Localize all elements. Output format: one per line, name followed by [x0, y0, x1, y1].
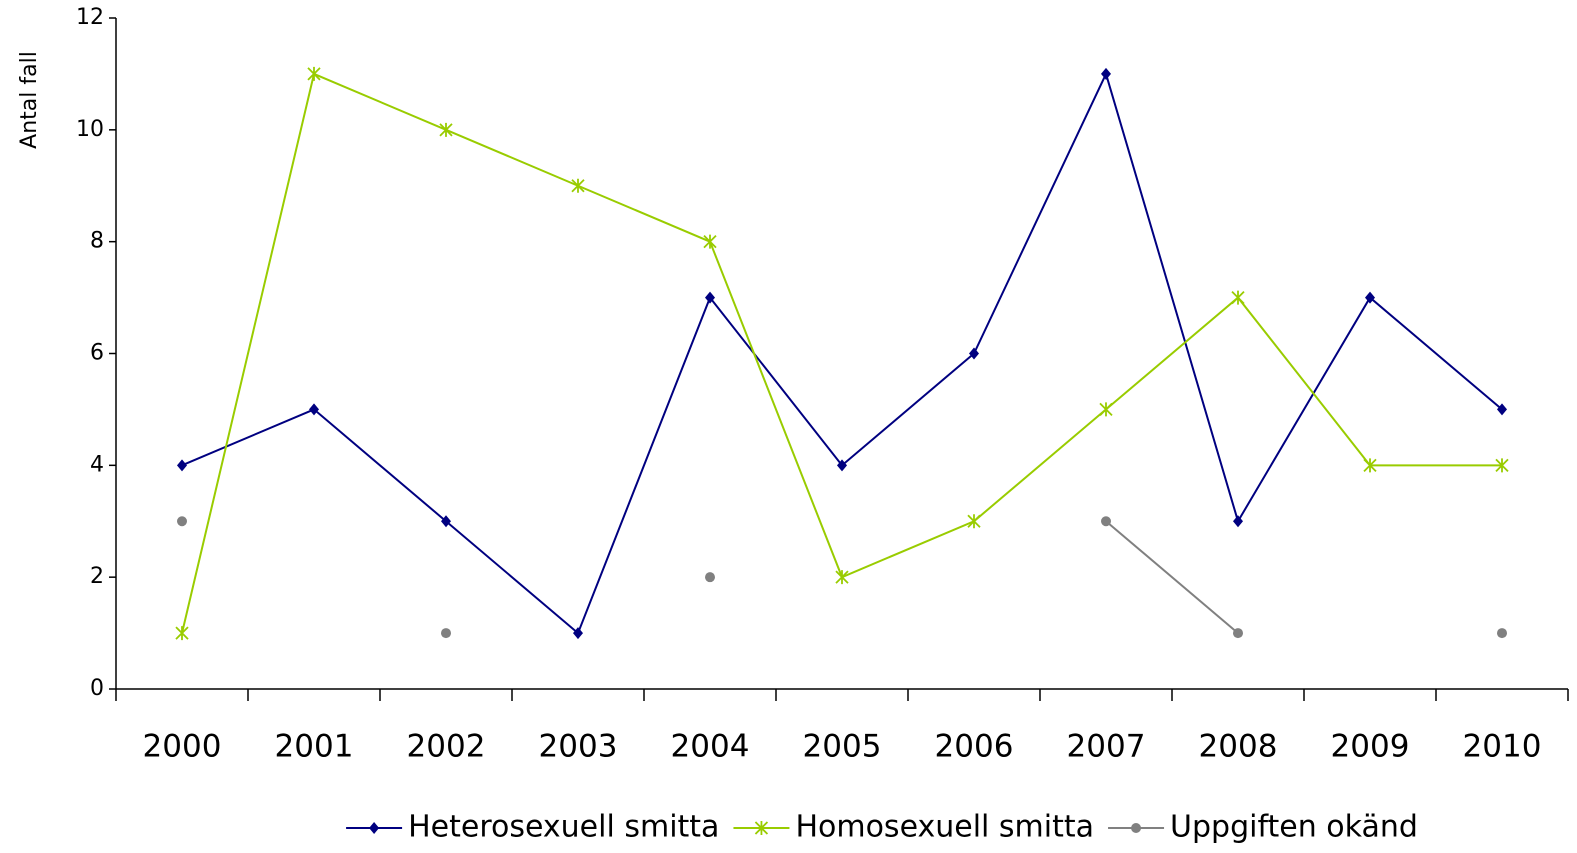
- y-tick-label: 8: [90, 229, 104, 254]
- x-tick-label: 2005: [803, 729, 882, 765]
- marker: [835, 570, 849, 585]
- series-line: [181, 72, 1502, 634]
- marker: [177, 516, 187, 527]
- marker: [1131, 823, 1142, 833]
- marker: [837, 459, 847, 472]
- x-tick-label: 2007: [1067, 729, 1146, 765]
- marker: [705, 572, 715, 583]
- marker: [571, 178, 585, 193]
- marker: [1099, 402, 1113, 417]
- legend: Heterosexuell smitta Homosexuell smitta Up…: [346, 810, 1418, 845]
- marker: [1233, 515, 1243, 528]
- marker: [703, 234, 717, 249]
- marker: [441, 515, 451, 528]
- y-tick-label: 2: [90, 564, 104, 589]
- marker: [1101, 67, 1111, 80]
- x-tick-label: 2001: [275, 729, 354, 765]
- x-tick-label: 2004: [671, 729, 750, 765]
- marker: [754, 821, 769, 835]
- x-tick-label: 2008: [1199, 729, 1278, 765]
- marker: [705, 291, 715, 304]
- series: [177, 67, 1507, 640]
- marker: [967, 514, 981, 529]
- y-tick-label: 0: [90, 676, 104, 701]
- y-axis-label: Antal fall: [17, 51, 42, 149]
- x-tick-label: 2003: [539, 729, 618, 765]
- marker: [1363, 458, 1377, 473]
- y-tick-label: 12: [76, 5, 104, 30]
- marker: [1365, 291, 1375, 304]
- legend-label: Heterosexuell smitta: [408, 810, 719, 845]
- legend-label: Homosexuell smitta: [795, 810, 1094, 845]
- marker: [309, 403, 319, 416]
- marker: [1495, 458, 1509, 473]
- marker: [307, 66, 321, 81]
- y-tick-label: 6: [90, 341, 104, 366]
- marker: [1497, 628, 1507, 639]
- marker: [177, 459, 187, 472]
- series: [177, 516, 1507, 639]
- x-tick-label: 2006: [935, 729, 1014, 765]
- marker: [441, 628, 451, 639]
- marker: [175, 626, 189, 641]
- marker: [1233, 628, 1243, 639]
- marker: [1231, 290, 1245, 305]
- x-tick-label: 2010: [1463, 729, 1542, 765]
- marker: [573, 627, 583, 640]
- marker: [1101, 516, 1111, 527]
- marker: [369, 822, 380, 834]
- legend-label: Uppgiften okänd: [1170, 810, 1418, 845]
- marker: [439, 122, 453, 137]
- series-line: [1106, 521, 1502, 633]
- series-line: [181, 71, 1503, 635]
- x-tick-label: 2000: [143, 729, 222, 765]
- marker: [1497, 403, 1507, 416]
- y-tick-label: 10: [76, 117, 104, 142]
- marker: [969, 347, 979, 360]
- x-tick-label: 2009: [1331, 729, 1410, 765]
- y-tick-label: 4: [90, 452, 104, 477]
- series: [175, 66, 1509, 641]
- x-tick-label: 2002: [407, 729, 486, 765]
